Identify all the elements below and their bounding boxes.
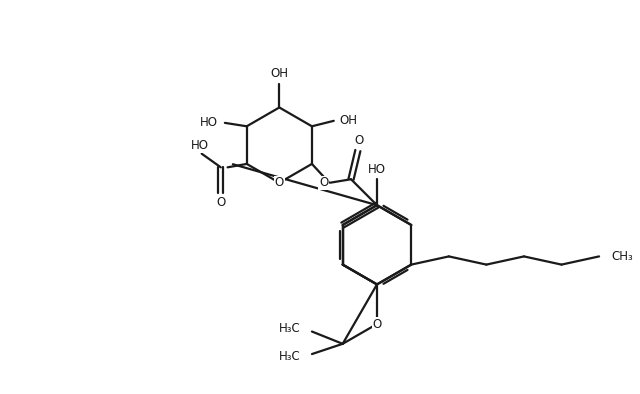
Text: HO: HO bbox=[368, 163, 386, 176]
Text: O: O bbox=[216, 196, 225, 209]
Text: H₃C: H₃C bbox=[278, 349, 300, 362]
Text: OH: OH bbox=[270, 67, 289, 80]
Text: O: O bbox=[319, 176, 328, 189]
Text: O: O bbox=[372, 318, 381, 331]
Text: O: O bbox=[355, 134, 364, 147]
Text: CH₃: CH₃ bbox=[611, 250, 633, 263]
Text: H₃C: H₃C bbox=[278, 322, 300, 335]
Text: OH: OH bbox=[340, 114, 358, 127]
Text: O: O bbox=[275, 176, 284, 189]
Text: HO: HO bbox=[200, 116, 218, 129]
Text: HO: HO bbox=[191, 139, 209, 152]
